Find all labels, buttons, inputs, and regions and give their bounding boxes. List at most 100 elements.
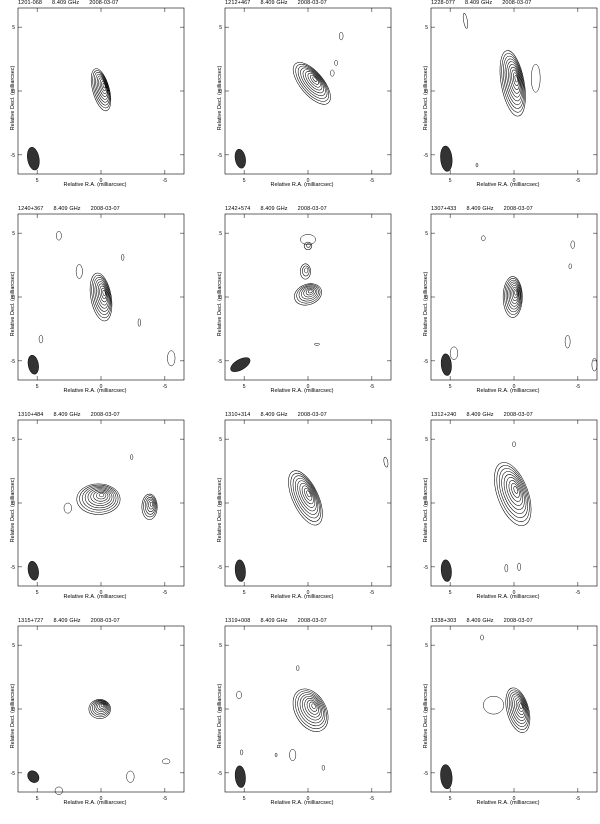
noise-contour <box>530 63 541 93</box>
panel-freq: 8.409 GHz <box>53 206 81 212</box>
noise-contour <box>321 764 325 771</box>
contour-level <box>308 289 313 294</box>
y-tick-label: 5 <box>425 25 428 31</box>
y-tick-label: -5 <box>424 153 429 159</box>
contour-level <box>311 703 316 709</box>
panel-title: 1228-077 8.409 GHz 2008-03-07 <box>431 0 541 6</box>
contour-panel: 1228-077 8.409 GHz 2008-03-07 5 5 0 0 -5 -5 Relat… <box>413 0 600 206</box>
contour-level <box>93 701 108 714</box>
contour-level <box>141 493 158 520</box>
y-tick-label: 5 <box>12 25 15 31</box>
x-axis-label: Relative R.A. (milliarcsec) <box>476 594 540 600</box>
contour-panel: 1312+240 8.409 GHz 2008-03-07 5 5 0 0 -5 -5 Relat… <box>413 412 600 618</box>
contour-panel: 1240+367 8.409 GHz 2008-03-07 5 5 0 0 -5 -5 Relat… <box>0 206 190 412</box>
contour-level <box>306 699 319 715</box>
panel-freq: 8.409 GHz <box>52 0 80 6</box>
contour-level <box>98 493 105 498</box>
x-axis-label: Relative R.A. (milliarcsec) <box>63 594 127 600</box>
contour-level <box>507 281 521 310</box>
contour-level <box>149 501 153 507</box>
contour-level <box>505 687 531 733</box>
noise-contour <box>483 695 505 715</box>
contour-level <box>514 697 526 718</box>
contour-level <box>87 488 113 506</box>
noise-contour <box>296 665 300 671</box>
contour-level <box>303 287 316 298</box>
contour-plot: 5 5 0 0 -5 -5 <box>218 625 392 802</box>
noise-contour <box>570 240 575 249</box>
x-tick-label: 0 <box>513 178 516 184</box>
contour-level <box>496 465 530 522</box>
contour-level <box>144 497 156 515</box>
contour-level <box>511 286 519 302</box>
contour-level <box>306 243 311 248</box>
noise-contour <box>130 454 134 460</box>
y-tick-label: 0 <box>219 89 222 95</box>
x-tick-label: -5 <box>370 178 375 184</box>
contour-level <box>304 697 321 718</box>
x-axis-label: Relative R.A. (milliarcsec) <box>270 594 334 600</box>
contour-level <box>514 290 518 296</box>
contour-level <box>90 699 110 718</box>
x-tick-label: 0 <box>100 384 103 390</box>
y-tick-label: 0 <box>12 89 15 95</box>
contour-level <box>295 690 327 730</box>
noise-contour <box>517 562 521 571</box>
contour-level <box>301 485 314 505</box>
contour-level <box>511 483 520 498</box>
contour-level <box>100 703 105 707</box>
noise-contour <box>512 441 516 448</box>
contour-level <box>519 703 523 709</box>
noise-contour <box>339 32 344 41</box>
panel-freq: 8.409 GHz <box>260 618 288 624</box>
contour-level <box>292 688 329 732</box>
x-tick-label: 0 <box>307 590 310 596</box>
x-tick-label: -5 <box>163 796 168 802</box>
beam-ellipse <box>440 764 453 790</box>
y-tick-label: 5 <box>219 437 222 443</box>
x-tick-label: 5 <box>243 796 246 802</box>
contour-level <box>507 689 530 730</box>
x-tick-label: 5 <box>36 796 39 802</box>
y-tick-label: 5 <box>12 231 15 237</box>
contour-level <box>96 491 107 500</box>
x-axis-label: Relative R.A. (milliarcsec) <box>270 182 334 188</box>
contour-level <box>96 75 109 100</box>
contour-panel: 1315+727 8.409 GHz 2008-03-07 5 5 0 0 -5 -5 Relat… <box>0 618 190 824</box>
x-tick-label: -5 <box>163 384 168 390</box>
panel-title: 1319+008 8.409 GHz 2008-03-07 <box>225 618 337 624</box>
contour-level <box>89 272 113 322</box>
contour-level <box>498 468 529 518</box>
contour-level <box>99 79 107 94</box>
y-axis-label: Relative Decl. (milliarcsec) <box>423 477 429 543</box>
x-tick-label: -5 <box>370 796 375 802</box>
y-tick-label: 0 <box>12 295 15 301</box>
beam-ellipse <box>234 148 246 169</box>
panel-source: 1307+433 <box>431 206 457 212</box>
panel-date: 2008-03-07 <box>297 0 327 6</box>
y-tick-label: -5 <box>11 153 16 159</box>
noise-contour <box>54 786 63 795</box>
panel-title: 1242+574 8.409 GHz 2008-03-07 <box>225 206 337 212</box>
plot-frame <box>430 625 598 793</box>
noise-contour <box>300 234 316 245</box>
noise-contour <box>449 346 459 360</box>
contour-level <box>91 274 112 319</box>
contour-level <box>92 700 109 716</box>
contour-level <box>100 287 107 300</box>
contour-level <box>304 267 309 274</box>
contour-panel: 1310+484 8.409 GHz 2008-03-07 5 5 0 0 -5 -5 Relat… <box>0 412 190 618</box>
y-tick-label: 5 <box>12 643 15 649</box>
contour-panel: 1201-068 8.409 GHz 2008-03-07 5 5 0 0 -5 -5 Relat… <box>0 0 190 206</box>
x-axis-label: Relative R.A. (milliarcsec) <box>476 182 540 188</box>
contour-level <box>76 483 121 515</box>
x-tick-label: 5 <box>449 796 452 802</box>
y-tick-label: -5 <box>424 771 429 777</box>
x-axis-label: Relative R.A. (milliarcsec) <box>270 800 334 806</box>
contour-level <box>306 490 311 498</box>
panel-source: 1315+727 <box>18 618 44 624</box>
x-tick-label: -5 <box>576 796 581 802</box>
panel-date: 2008-03-07 <box>503 412 533 418</box>
contour-level <box>95 701 107 713</box>
beam-ellipse <box>27 560 39 581</box>
